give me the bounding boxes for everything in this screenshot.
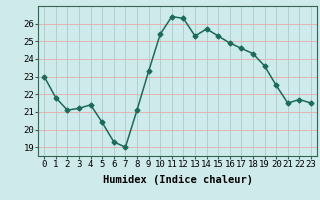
X-axis label: Humidex (Indice chaleur): Humidex (Indice chaleur) [103,175,252,185]
